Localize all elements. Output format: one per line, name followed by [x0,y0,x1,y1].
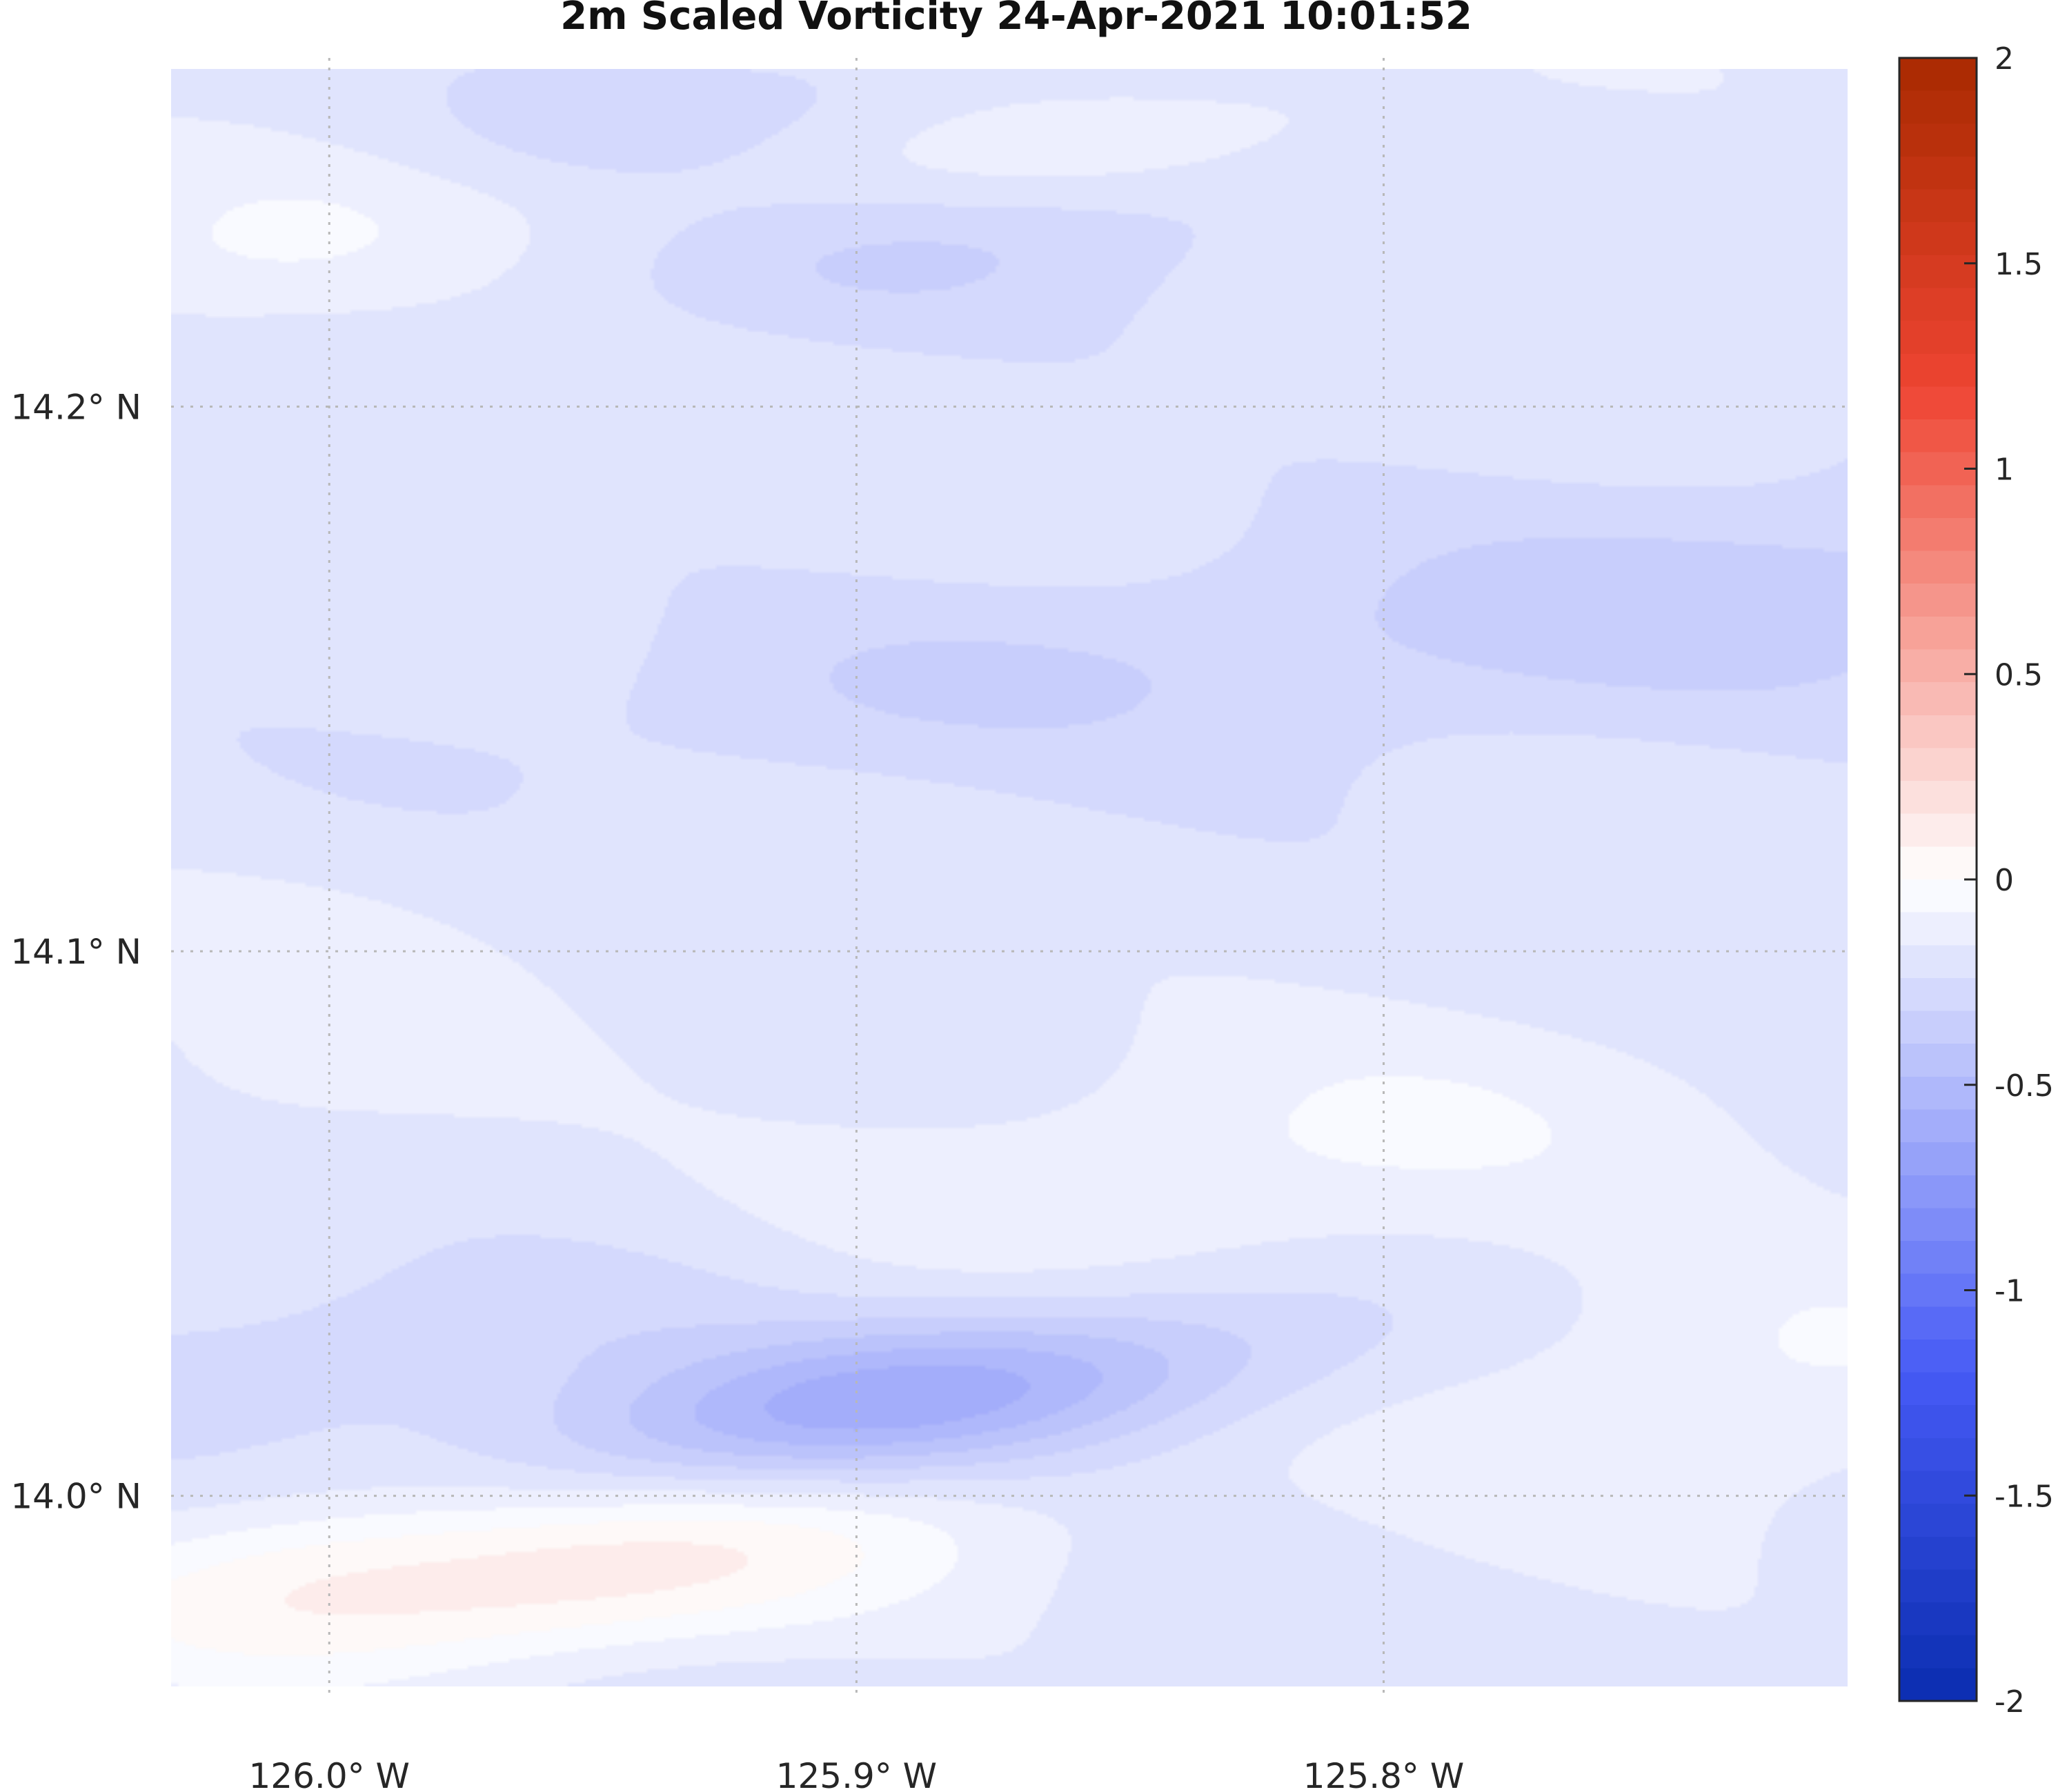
x-tick-label-1: 125.9° W [776,1756,937,1792]
x-tick-label-0: 126.0° W [249,1756,410,1792]
colorbar-tick-label-7: -1.5 [1995,1479,2054,1514]
colorbar-tick-label-4: 0 [1995,863,2014,898]
plot-area [171,58,1848,1698]
y-axis-ticks: 14.2° N 14.1° N 14.0° N [10,388,141,1517]
colorbar-tick-label-0: 2 [1995,41,2014,77]
vorticity-heatmap [171,69,1848,1686]
x-tick-label-2: 125.8° W [1303,1756,1464,1792]
colorbar-ticks: 2 1.5 1 0.5 0 -0.5 -1 -1.5 -2 [1964,41,2054,1720]
chart-title: 2m Scaled Vorticity 24-Apr-2021 10:01:52 [560,0,1472,39]
colorbar-tick-label-3: 0.5 [1995,657,2043,693]
colorbar: 2 1.5 1 0.5 0 -0.5 -1 -1.5 -2 [1898,41,2054,1720]
y-tick-label-0: 14.2° N [10,388,141,428]
x-axis-ticks: 126.0° W 125.9° W 125.8° W [249,1756,1465,1792]
colorbar-tick-label-8: -2 [1995,1684,2025,1720]
colorbar-fill [1899,58,1977,1701]
y-tick-label-1: 14.1° N [10,932,141,972]
colorbar-tick-label-5: -0.5 [1995,1068,2054,1104]
y-tick-label-2: 14.0° N [10,1477,141,1517]
colorbar-tick-label-1: 1.5 [1995,247,2043,282]
colorbar-tick-label-6: -1 [1995,1274,2025,1309]
colorbar-tick-label-2: 1 [1995,452,2014,488]
